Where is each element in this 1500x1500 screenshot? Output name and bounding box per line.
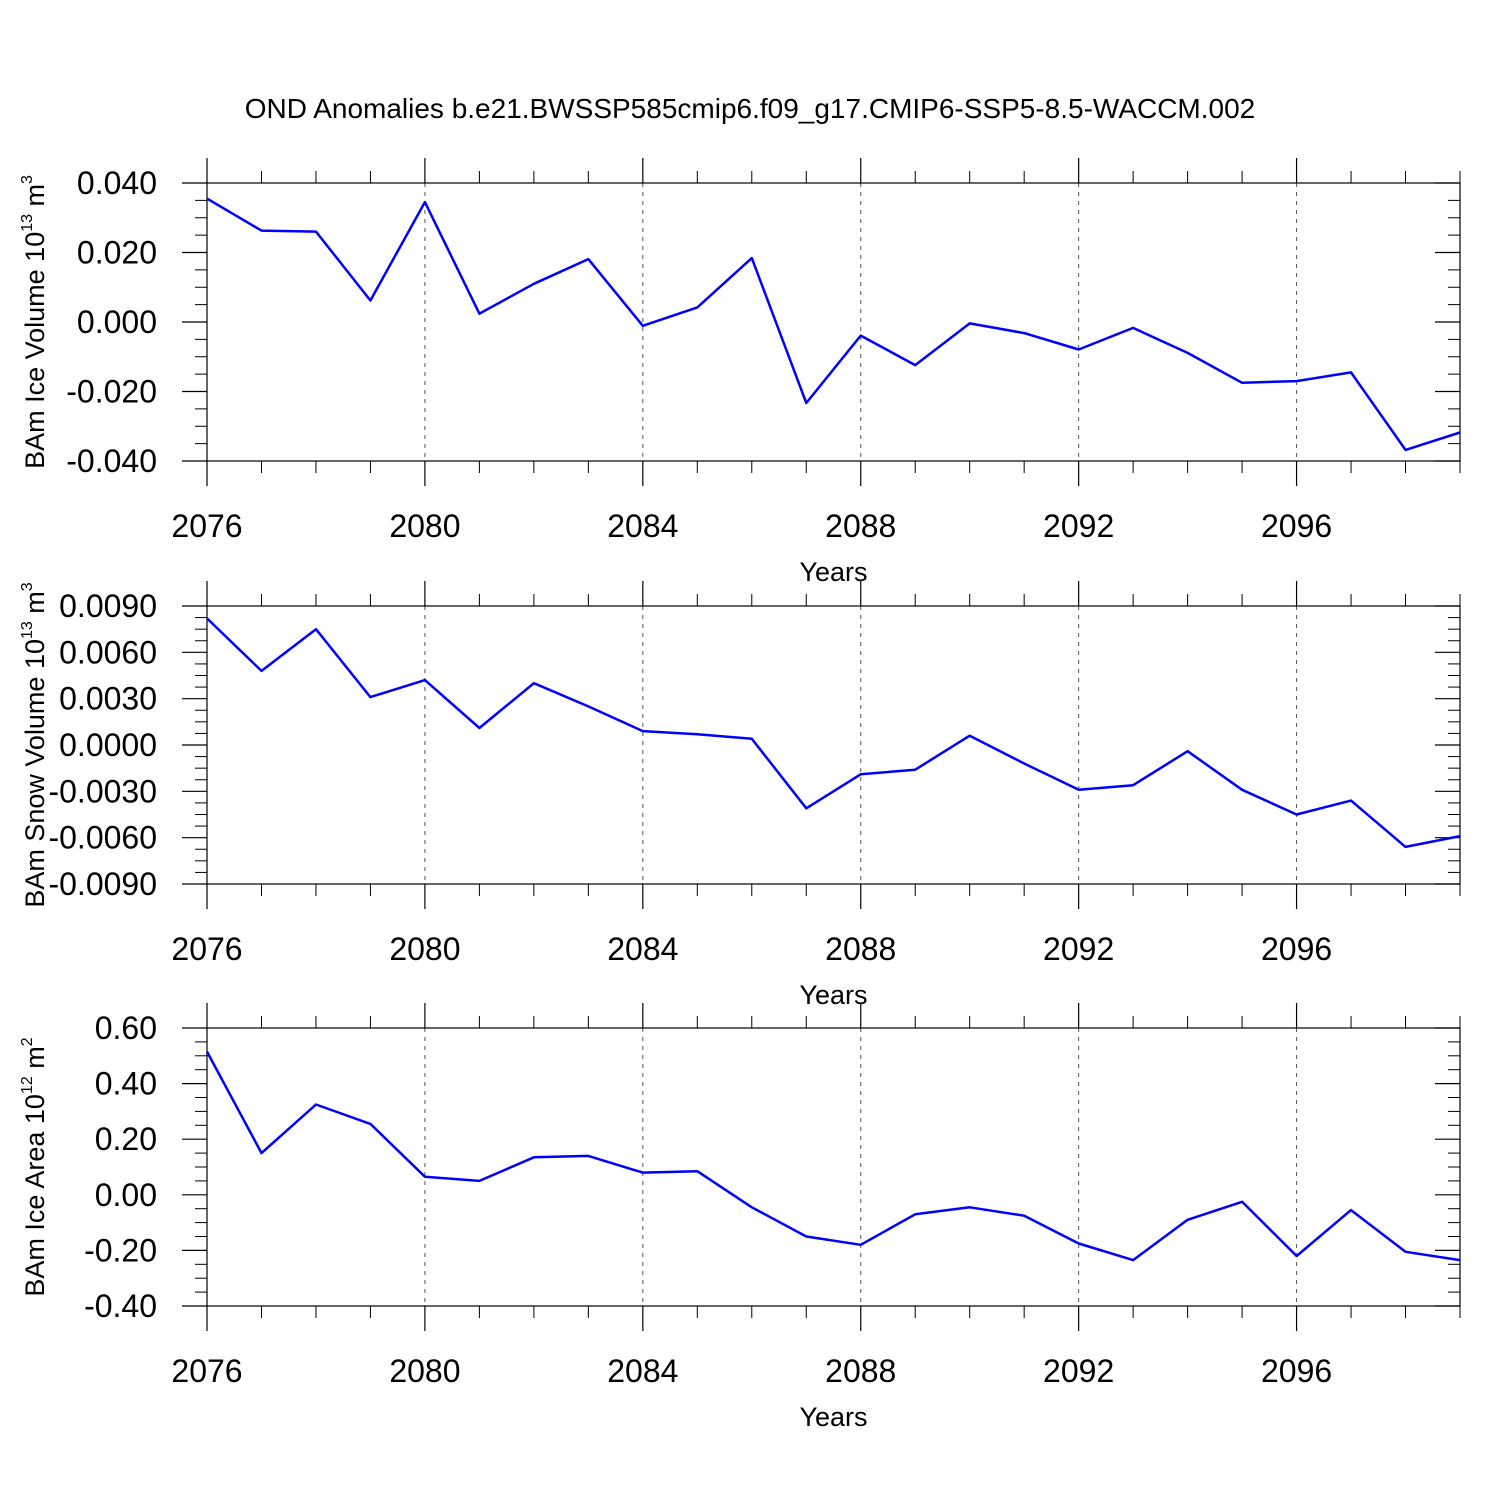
x-tick-label: 2084 xyxy=(607,508,678,544)
x-tick-label: 2088 xyxy=(825,931,896,967)
panels: 2076 2080 2084 2088 2092 2096 Years -0.040 -0.02… xyxy=(19,158,1461,1432)
series-line xyxy=(206,197,1461,452)
y-tick-label: -0.20 xyxy=(84,1232,157,1268)
x-tick-label: 2076 xyxy=(171,931,242,967)
plot-frame xyxy=(206,605,1461,885)
y-tick-label: -0.40 xyxy=(84,1288,157,1324)
y-axis-label: BAm Ice Volume 1013 m3 xyxy=(19,175,50,469)
y-tick-label: 0.0000 xyxy=(59,727,157,763)
x-tick-label: 2088 xyxy=(825,1353,896,1389)
y-axis-label-unit: m xyxy=(20,591,50,621)
y-axis-label-unit-exponent: 3 xyxy=(19,582,36,591)
x-tick-label: 2080 xyxy=(389,508,460,544)
x-tick-label: 2092 xyxy=(1043,931,1114,967)
y-axis-label-text: BAm Snow Volume 10 xyxy=(20,639,50,908)
x-tick-label: 2084 xyxy=(607,1353,678,1389)
y-tick-label: 0.20 xyxy=(95,1121,157,1157)
series-line xyxy=(206,617,1461,849)
y-axis-label-text: BAm Ice Volume 10 xyxy=(20,232,50,469)
x-axis-label: Years xyxy=(799,1402,867,1432)
y-tick-label: -0.0030 xyxy=(48,773,157,809)
x-tick-label: 2092 xyxy=(1043,1353,1114,1389)
y-axis-label-exponent: 13 xyxy=(19,621,36,639)
y-axis-label: BAm Ice Area 1012 m2 xyxy=(19,1037,50,1296)
y-tick-label: 0.0090 xyxy=(59,588,157,624)
x-tick-label: 2088 xyxy=(825,508,896,544)
y-axis-label-unit: m xyxy=(20,1046,50,1076)
x-tick-label: 2092 xyxy=(1043,508,1114,544)
x-tick-label: 2096 xyxy=(1261,508,1332,544)
x-tick-label: 2080 xyxy=(389,931,460,967)
y-tick-label: 0.000 xyxy=(77,304,157,340)
y-tick-label: 0.00 xyxy=(95,1177,157,1213)
y-axis-label-unit-exponent: 3 xyxy=(19,175,36,184)
x-tick-label: 2096 xyxy=(1261,931,1332,967)
x-axis-label: Years xyxy=(799,557,867,587)
chart-panel-2: 2076 2080 2084 2088 2092 2096 Years -0.0090 -0.0… xyxy=(19,581,1461,1010)
x-tick-label: 2096 xyxy=(1261,1353,1332,1389)
y-tick-label: 0.0030 xyxy=(59,681,157,717)
y-axis-label-exponent: 12 xyxy=(19,1076,36,1094)
chart-panel-3: 2076 2080 2084 2088 2092 2096 Years -0.40 -0.20 0… xyxy=(19,1003,1461,1432)
plot-frame xyxy=(206,182,1461,462)
y-axis-label-unit-exponent: 2 xyxy=(19,1037,36,1046)
y-axis-label-unit: m xyxy=(20,184,50,214)
y-axis-label: BAm Snow Volume 1013 m3 xyxy=(19,582,50,907)
y-tick-label: -0.0060 xyxy=(48,820,157,856)
x-tick-label: 2084 xyxy=(607,931,678,967)
x-axis-label: Years xyxy=(799,980,867,1010)
y-tick-label: 0.60 xyxy=(95,1010,157,1046)
y-tick-label: 0.0060 xyxy=(59,634,157,670)
x-tick-label: 2076 xyxy=(171,508,242,544)
y-tick-label: 0.40 xyxy=(95,1066,157,1102)
x-tick-label: 2080 xyxy=(389,1353,460,1389)
y-tick-label: -0.040 xyxy=(66,443,157,479)
plot-frame xyxy=(206,1027,1461,1307)
y-tick-label: 0.020 xyxy=(77,235,157,271)
y-tick-label: -0.0090 xyxy=(48,866,157,902)
y-tick-label: -0.020 xyxy=(66,374,157,410)
y-tick-label: 0.040 xyxy=(77,165,157,201)
y-axis-label-text: BAm Ice Area 10 xyxy=(20,1094,50,1297)
y-axis-label-exponent: 13 xyxy=(19,214,36,232)
x-tick-label: 2076 xyxy=(171,1353,242,1389)
chart-panel-1: 2076 2080 2084 2088 2092 2096 Years -0.040 -0.02… xyxy=(19,158,1461,587)
figure-title: OND Anomalies b.e21.BWSSP585cmip6.f09_g1… xyxy=(245,93,1256,124)
series-line xyxy=(205,1051,1461,1262)
